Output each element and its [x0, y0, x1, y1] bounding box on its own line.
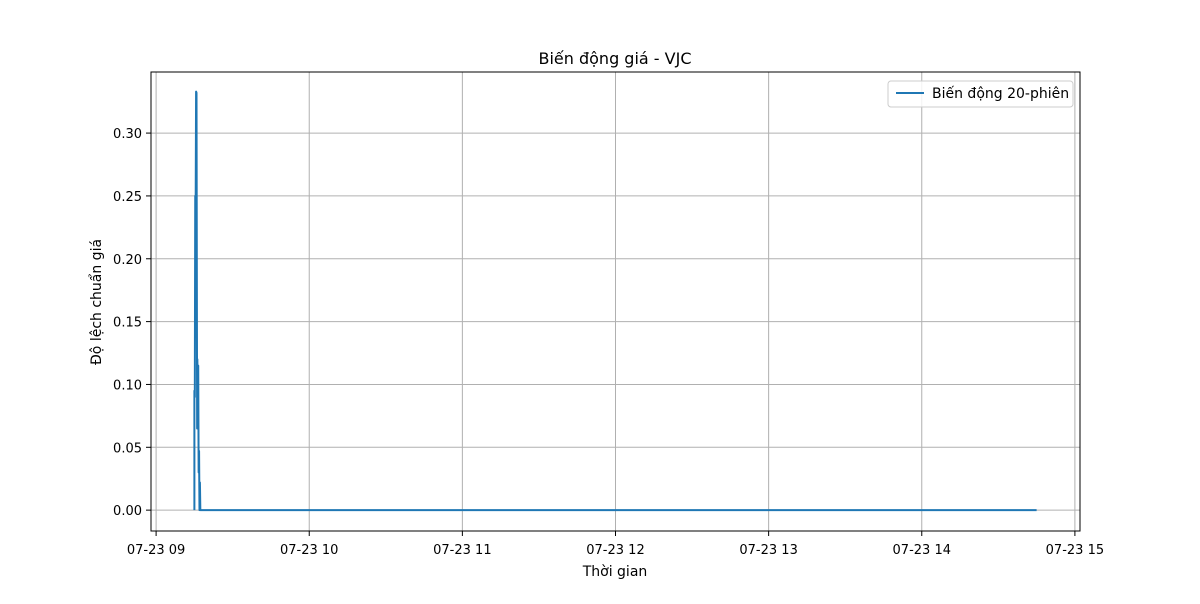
x-tick-label: 07-23 10 — [280, 543, 338, 558]
chart-title: Biến động giá - VJC — [538, 49, 691, 68]
legend-box — [887, 80, 1074, 108]
x-tick-label: 07-23 09 — [127, 543, 185, 558]
series-line — [193, 90, 1037, 512]
y-tick-label: 0.15 — [113, 316, 142, 331]
y-tick-label: 0.25 — [113, 190, 142, 205]
x-axis: 07-23 09 07-23 10 07-23 11 07-23 12 07-23 13… — [127, 531, 1104, 558]
series-layer — [193, 90, 1037, 512]
y-tick-label: 0.00 — [113, 504, 142, 519]
y-tick-label: 0.05 — [113, 441, 142, 456]
y-tick-label: 0.10 — [113, 378, 142, 393]
x-axis-label: Thời gian — [582, 564, 648, 580]
x-tick-label: 07-23 14 — [893, 543, 951, 558]
x-tick-label: 07-23 15 — [1046, 543, 1104, 558]
legend: Biến động 20-phiên — [887, 80, 1074, 108]
y-tick-label: 0.30 — [113, 127, 142, 142]
y-tick-label: 0.20 — [113, 253, 142, 268]
legend-label: Biến động 20-phiên — [932, 85, 1069, 102]
x-tick-label: 07-23 13 — [739, 543, 797, 558]
x-tick-label: 07-23 12 — [586, 543, 644, 558]
y-axis-label: Độ lệch chuẩn giá — [88, 239, 105, 365]
x-tick-label: 07-23 11 — [433, 543, 491, 558]
y-axis: 0.00 0.05 0.10 0.15 0.20 0.25 0.30 — [113, 127, 151, 519]
